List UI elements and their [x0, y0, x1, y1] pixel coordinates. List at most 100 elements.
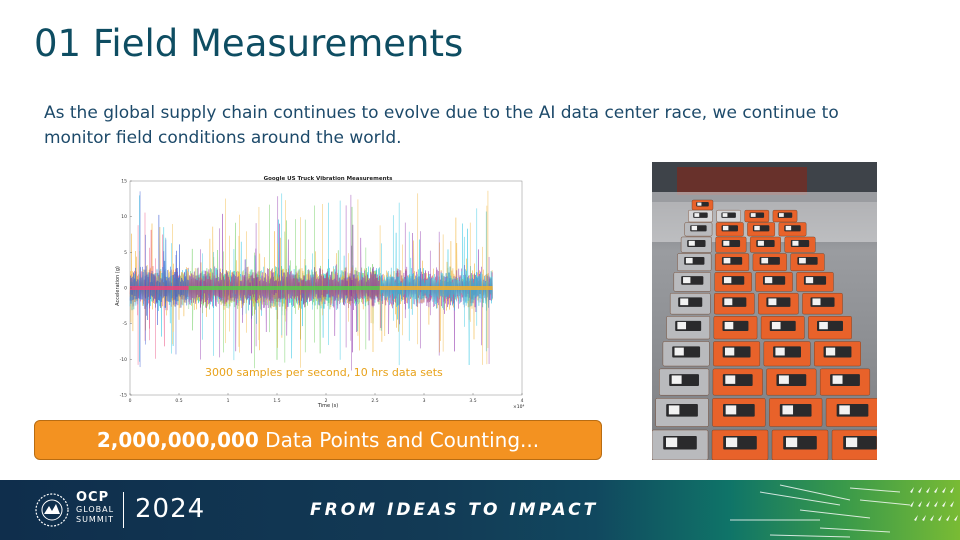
- y-tick-label: -10: [120, 357, 127, 363]
- sensor-qr: [674, 347, 684, 356]
- sensor-qr: [724, 298, 733, 306]
- sensor-qr: [819, 321, 828, 330]
- footer-leaf-shape: [930, 515, 934, 521]
- body-text: As the global supply chain continues to …: [44, 103, 839, 148]
- x-tick-label: 0: [129, 398, 132, 404]
- footer-divider: [123, 492, 124, 528]
- sensor-qr: [775, 347, 785, 356]
- sensor-qr: [680, 298, 689, 306]
- sensor-qr: [785, 225, 792, 231]
- banner-count: 2,000,000,000: [96, 428, 259, 452]
- footer-tagline: FROM IDEAS TO IMPACT: [310, 500, 599, 520]
- sensor-qr: [812, 298, 821, 306]
- footer-leaf-shape: [934, 501, 938, 507]
- banner-text: Data Points and Counting...: [258, 428, 540, 452]
- sensor-qr: [778, 213, 784, 217]
- sensor-qr: [677, 321, 687, 330]
- sensor-qr: [685, 257, 693, 264]
- sensor-qr: [805, 277, 814, 284]
- sensor-qr: [768, 298, 777, 306]
- footer-leaf-shape: [926, 487, 930, 493]
- footer-leaf-shape: [918, 487, 922, 493]
- chart-title: Google US Truck Vibration Measurements: [264, 176, 394, 182]
- sensor-qr: [754, 225, 760, 231]
- footer-leaf-shape: [954, 515, 958, 521]
- x-tick-label: 2: [325, 398, 328, 404]
- footer-arrow-line: [859, 499, 911, 506]
- sensor-qr: [666, 437, 678, 448]
- sensor-qr: [671, 375, 682, 384]
- chart-svg: Google US Truck Vibration Measurements 0…: [115, 176, 524, 410]
- y-tick-label: 15: [121, 179, 127, 185]
- sensor-qr: [725, 375, 736, 384]
- sensor-qr: [722, 225, 729, 231]
- sensor-qr: [691, 225, 698, 231]
- footer-arrow-line: [819, 527, 891, 533]
- ocp-brand-name: OCP: [76, 490, 110, 505]
- sensor-qr: [722, 213, 728, 217]
- footer-leaf-shape: [934, 487, 938, 493]
- x-tick-label: 3: [423, 398, 426, 404]
- footer-arrow-line: [849, 487, 901, 493]
- sensor-qr: [697, 202, 702, 206]
- sensor-qr: [694, 213, 700, 217]
- footer-leaf-shape: [942, 501, 946, 507]
- footer-leaf-shape: [946, 515, 950, 521]
- footer-leaf-shape: [942, 487, 946, 493]
- footer-arrow-line: [759, 491, 841, 506]
- sensor-qr: [786, 437, 798, 448]
- y-tick-label: -5: [123, 321, 128, 327]
- vibration-chart: Google US Truck Vibration Measurements 0…: [110, 170, 530, 410]
- sensor-qr: [723, 257, 731, 264]
- footer-leaf-shape: [922, 515, 926, 521]
- sensor-qr: [782, 405, 794, 415]
- sensor-qr: [688, 240, 695, 246]
- sensor-qr: [725, 405, 737, 415]
- chart-xlabel: Time (s): [317, 403, 338, 409]
- footer-arrow-line: [769, 534, 851, 538]
- y-tick-label: 10: [121, 214, 127, 220]
- footer-leaf-shape: [914, 515, 918, 521]
- footer-arrow-line: [799, 509, 871, 519]
- sensor-qr: [723, 277, 732, 284]
- sensor-qr: [771, 321, 781, 330]
- sensor-qr: [724, 347, 735, 356]
- sensor-qr: [832, 375, 843, 384]
- sensor-qr: [757, 240, 764, 246]
- sensor-qr: [792, 240, 799, 246]
- footer-leaf-shape: [910, 501, 914, 507]
- sensor-qr: [683, 277, 691, 284]
- chart-ylabel: Acceleration (g): [115, 266, 121, 306]
- series-band: [130, 286, 189, 290]
- footer-bar: OCP GLOBAL SUMMIT 2024 FROM IDEAS TO IMP…: [0, 480, 960, 540]
- footer-leaf-shape: [910, 487, 914, 493]
- x-tick-label: 2.5: [371, 398, 378, 404]
- sensor-qr: [761, 257, 769, 264]
- sensor-qr: [724, 321, 734, 330]
- y-tick-label: -15: [120, 393, 127, 399]
- sensor-qr: [764, 277, 773, 284]
- series-band: [188, 286, 380, 290]
- footer-leaf-shape: [918, 501, 922, 507]
- footer-leaf-shape: [950, 501, 954, 507]
- x-tick-label: 1.5: [273, 398, 280, 404]
- ocp-brand-summit: SUMMIT: [76, 515, 114, 524]
- series-trace: [379, 223, 493, 366]
- sensor-qr: [750, 213, 756, 217]
- x-tick-label: 4: [521, 398, 524, 404]
- footer-leaf-shape: [938, 515, 942, 521]
- x-tick-label: 0.5: [175, 398, 182, 404]
- sensor-qr: [799, 257, 806, 264]
- ocp-brand: OCP GLOBAL SUMMIT: [76, 491, 114, 525]
- series-trace: [129, 214, 190, 326]
- sensor-devices-photo: [652, 162, 877, 460]
- footer-leaf-shape: [926, 501, 930, 507]
- sensor-qr: [726, 437, 738, 448]
- x-tick-label: 3.5: [469, 398, 476, 404]
- footer-arrows-decoration: [730, 484, 958, 538]
- chart-x-multiplier: ×10⁴: [513, 404, 524, 410]
- y-tick-label: 0: [124, 286, 127, 292]
- series-band: [379, 286, 493, 290]
- x-tick-label: 1: [227, 398, 230, 404]
- sensor-qr: [668, 405, 680, 415]
